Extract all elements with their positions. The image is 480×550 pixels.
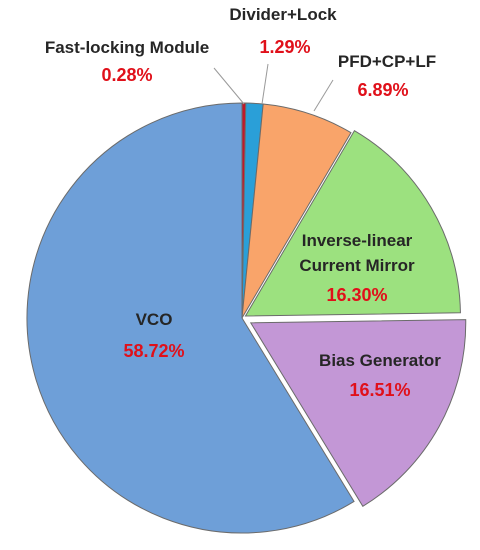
slice-name-label: VCO — [136, 310, 173, 329]
pie-slices — [26, 102, 467, 534]
slice-name-label: Fast-locking Module — [45, 38, 209, 57]
slice-value-label: 0.28% — [101, 65, 152, 85]
leader-line — [213, 67, 245, 105]
pie-slice-vco — [26, 102, 355, 534]
slice-name-label: Bias Generator — [319, 351, 441, 370]
leader-line — [313, 79, 334, 112]
pie-slice-pfd-cp-lf — [241, 103, 352, 319]
pie-labels: Fast-locking Module 0.28% Divider+Lock 1.29… — [45, 5, 441, 400]
slice-name-label: PFD+CP+LF — [338, 52, 436, 71]
pie-slice-inverse-linear-current-mirror — [244, 129, 461, 317]
slice-name-label: Divider+Lock — [229, 5, 337, 24]
slice-value-label: 6.89% — [357, 80, 408, 100]
slice-value-label: 58.72% — [123, 341, 184, 361]
slice-name-label: Inverse-linear — [302, 231, 413, 250]
pie-slice-bias-generator — [249, 319, 467, 508]
slice-value-label: 16.30% — [326, 285, 387, 305]
slice-value-label: 16.51% — [349, 380, 410, 400]
slice-name-label: Current Mirror — [299, 256, 415, 275]
leader-line — [261, 63, 269, 105]
slice-value-label: 1.29% — [259, 37, 310, 57]
